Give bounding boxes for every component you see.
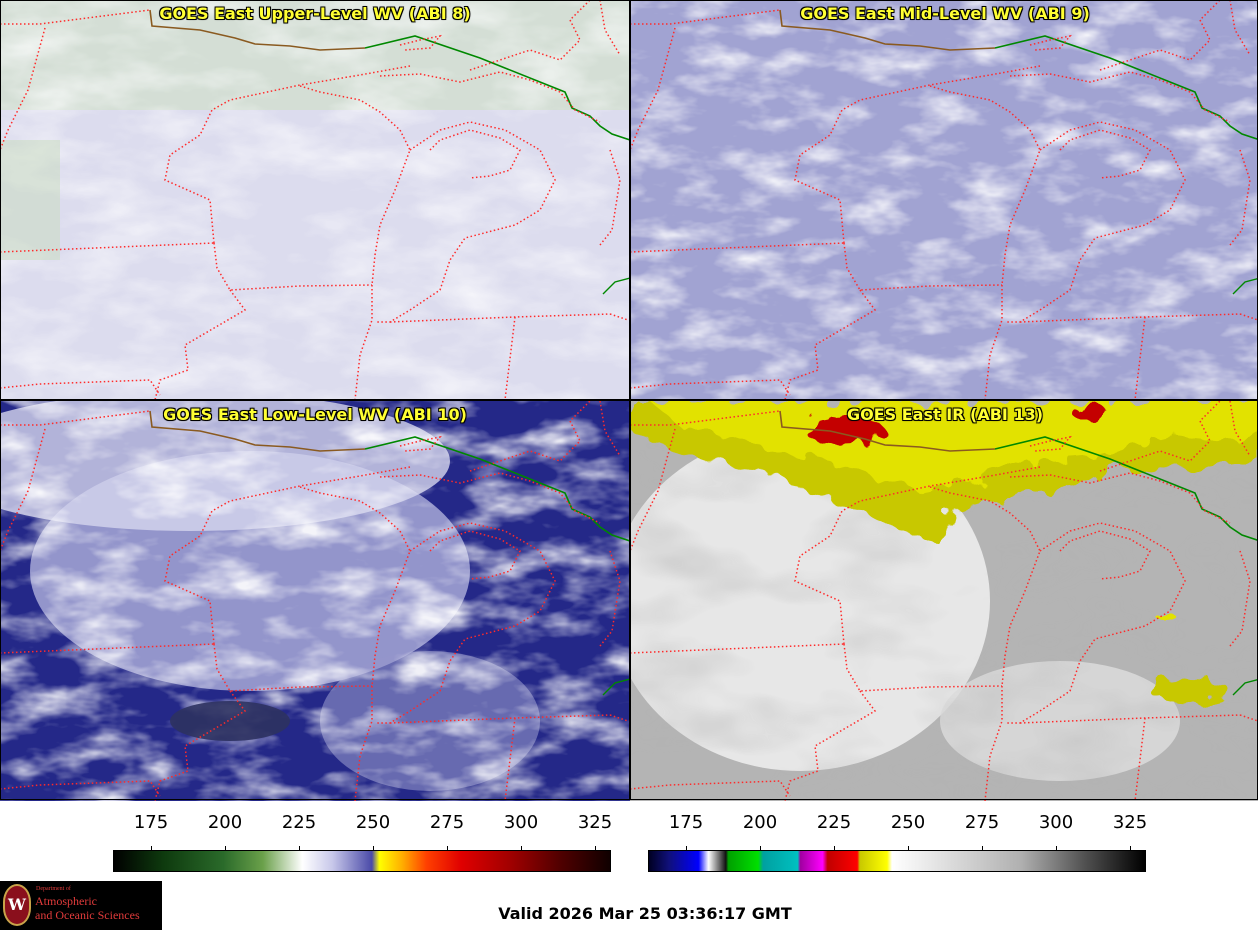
- colorbar-wv-tick: 275: [429, 812, 465, 833]
- logo-line-3: and Oceanic Sciences: [35, 908, 140, 922]
- colorbar-wv-tick: 200: [207, 812, 243, 833]
- colorbar-wv-tickmark: [225, 846, 226, 851]
- panel-mid-level-wv: GOES East Mid-Level WV (ABI 9): [630, 0, 1258, 400]
- colorbar-wv-tickmark: [151, 846, 152, 851]
- panel-frame: [0, 0, 1258, 800]
- mid-level-wv-image: [630, 0, 1258, 400]
- colorbar-ir-tick: 275: [964, 812, 1000, 833]
- valid-time: Valid 2026 Mar 25 03:36:17 GMT: [498, 904, 792, 923]
- colorbar-wv-gradient: [113, 850, 611, 872]
- uw-crest-icon: W: [3, 884, 31, 926]
- colorbar-ir-tickmark: [1130, 846, 1131, 851]
- panel-title-ir: GOES East IR (ABI 13): [846, 405, 1044, 424]
- panel-title-upper-level-wv: GOES East Upper-Level WV (ABI 8): [159, 4, 471, 23]
- colorbar-ir-tick: 325: [1112, 812, 1148, 833]
- panel-low-level-wv: GOES East Low-Level WV (ABI 10): [0, 401, 630, 801]
- colorbar-wv-tick: 300: [503, 812, 539, 833]
- logo-line-1: Department of: [36, 886, 71, 892]
- colorbar-wv-tickmark: [373, 846, 374, 851]
- colorbar-ir-tick: 250: [890, 812, 926, 833]
- colorbar-wv-tickmark: [447, 846, 448, 851]
- colorbar-wv-tick: 175: [133, 812, 169, 833]
- colorbar-ir-tickmark: [834, 846, 835, 851]
- colorbar-wv-tickmark: [521, 846, 522, 851]
- colorbar-wv-tickmark: [595, 846, 596, 851]
- colorbar-ir-tick: 200: [742, 812, 778, 833]
- panel-title-mid-level-wv: GOES East Mid-Level WV (ABI 9): [800, 4, 1090, 23]
- low-level-wv-image: [0, 401, 630, 801]
- colorbar-wv-tickmark: [299, 846, 300, 851]
- colorbar-wv-tick: 325: [577, 812, 613, 833]
- colorbar-ir-tickmark: [1056, 846, 1057, 851]
- colorbar-ir-tickmark: [686, 846, 687, 851]
- colorbar-ir-tickmark: [908, 846, 909, 851]
- colorbar-ir-tick: 175: [668, 812, 704, 833]
- panel-divider-horizontal: [0, 399, 1258, 401]
- panel-ir: GOES East IR (ABI 13): [630, 401, 1258, 801]
- colorbar-wv-tick: 250: [355, 812, 391, 833]
- colorbar-ir-tick: 300: [1038, 812, 1074, 833]
- colorbar-ir-tickmark: [760, 846, 761, 851]
- colorbar-ir-tickmark: [982, 846, 983, 851]
- colorbar-ir-gradient: [648, 850, 1146, 872]
- upper-level-wv-image: [0, 0, 630, 400]
- ir-image: [630, 401, 1258, 801]
- logo-line-2: Atmospheric: [35, 894, 97, 908]
- colorbar-ir-tick: 225: [816, 812, 852, 833]
- panel-title-low-level-wv: GOES East Low-Level WV (ABI 10): [163, 405, 467, 424]
- aos-logo[interactable]: W Department of Atmospheric and Oceanic …: [0, 881, 162, 930]
- panel-upper-level-wv: GOES East Upper-Level WV (ABI 8): [0, 0, 630, 400]
- colorbar-wv-tick: 225: [281, 812, 317, 833]
